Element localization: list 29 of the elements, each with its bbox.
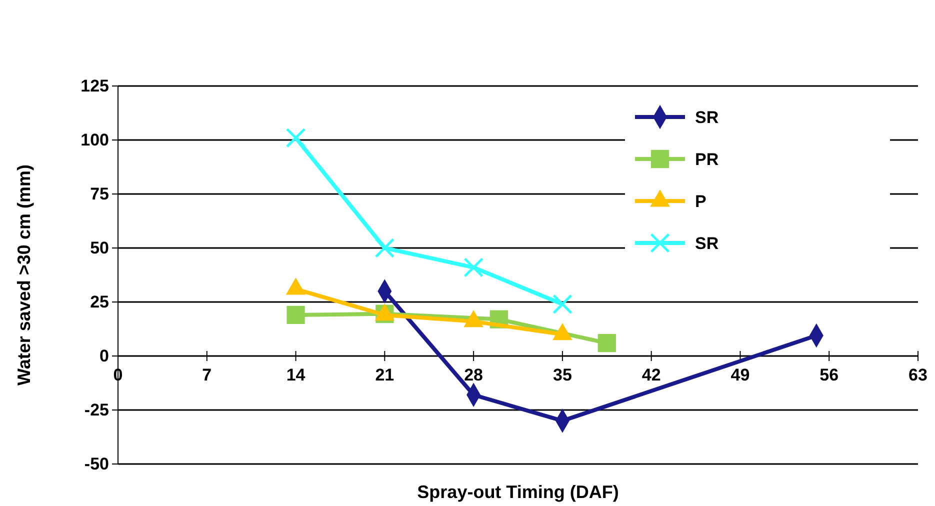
x-tick-label: 63 (908, 365, 928, 384)
y-tick-label: 75 (90, 184, 109, 204)
x-tick-label: 49 (730, 365, 750, 384)
y-tick-label: -50 (84, 454, 109, 474)
legend-label: P (695, 192, 706, 211)
legend-label: SR (695, 234, 719, 253)
x-tick-label: 14 (286, 365, 306, 384)
y-tick-label: 0 (100, 346, 109, 366)
x-tick-label: 28 (464, 365, 484, 384)
y-tick-label: 125 (80, 76, 109, 96)
point (286, 306, 305, 324)
y-tick-label: 25 (90, 292, 109, 312)
y-tick-label: 100 (80, 130, 109, 150)
x-tick-label: 21 (375, 365, 394, 384)
point (598, 334, 616, 352)
x-tick-label: 42 (642, 365, 661, 384)
x-tick-label: 56 (820, 365, 839, 384)
y-tick-label: 50 (90, 238, 109, 258)
legend-label: PR (695, 150, 719, 169)
y-axis-title: Water saved >30 cm (mm) (14, 164, 34, 386)
x-tick-label: 7 (202, 365, 212, 384)
x-tick-label: 35 (552, 365, 572, 384)
y-tick-label: -25 (84, 400, 109, 420)
point (552, 294, 572, 314)
point (286, 128, 306, 148)
point (374, 238, 395, 258)
point (464, 257, 484, 278)
x-axis-title: Spray-out Timing (DAF) (417, 482, 619, 502)
legend-label: SR (695, 108, 719, 127)
